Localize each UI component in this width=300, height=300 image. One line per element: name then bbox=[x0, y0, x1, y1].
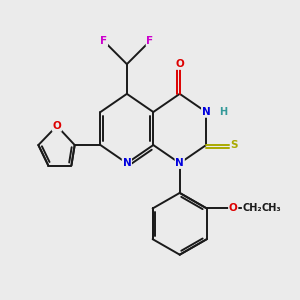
Text: N: N bbox=[175, 158, 184, 168]
Text: F: F bbox=[146, 36, 154, 46]
Text: F: F bbox=[100, 36, 107, 46]
Text: N: N bbox=[122, 158, 131, 168]
Text: CH₂: CH₂ bbox=[243, 203, 262, 214]
Text: O: O bbox=[52, 121, 61, 131]
Text: O: O bbox=[175, 59, 184, 69]
Text: S: S bbox=[230, 140, 238, 150]
Text: H: H bbox=[219, 107, 227, 117]
Text: N: N bbox=[202, 107, 211, 117]
Text: O: O bbox=[229, 203, 238, 214]
Text: CH₃: CH₃ bbox=[262, 203, 281, 214]
